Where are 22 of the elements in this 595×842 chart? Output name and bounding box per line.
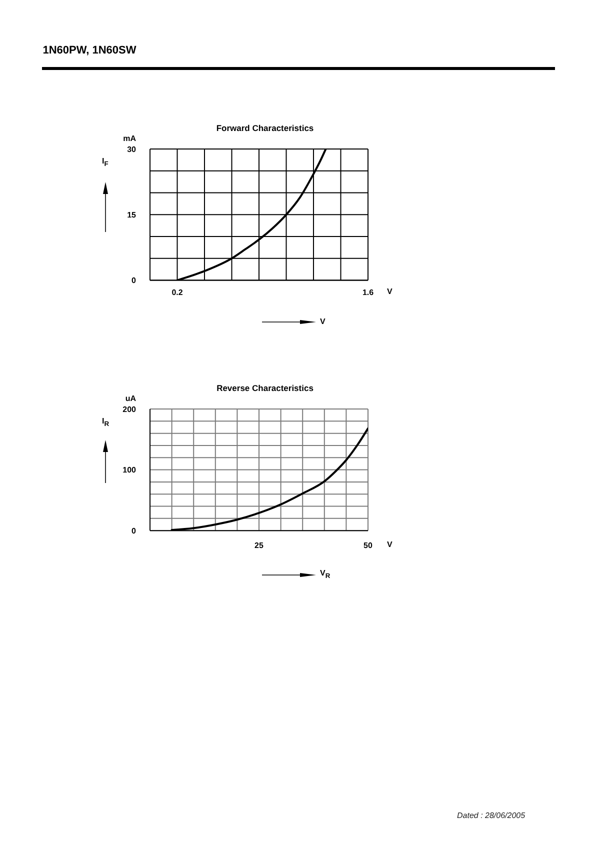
- y-axis-title: I$_{F}$: [102, 156, 108, 169]
- x-tick-label: 0.2: [172, 288, 184, 297]
- text: V: [387, 540, 392, 549]
- x-axis-title: V: [320, 316, 326, 326]
- x-tick-label: 50: [364, 540, 373, 550]
- text: uA: [125, 394, 136, 403]
- x-tick-label: 1.6: [362, 288, 374, 297]
- y-tick-label: 30: [127, 144, 137, 154]
- x-axis-title: V$_{R}$: [320, 568, 330, 581]
- y-tick-label: 100: [122, 465, 137, 474]
- text: Dated : 28/06/2005: [457, 810, 526, 820]
- y-axis-title: I$_{R}$: [102, 416, 110, 429]
- text: 1N60PW, 1N60SW: [42, 44, 136, 56]
- text: V: [387, 286, 392, 296]
- y-tick-label: 15: [127, 210, 137, 220]
- x-tick-label: 25: [254, 540, 264, 550]
- chart-title: Reverse Characteristics: [216, 382, 314, 392]
- y-tick-label: 0: [132, 526, 137, 536]
- y-tick-label: 0: [132, 276, 137, 285]
- text: mA: [123, 134, 136, 143]
- chart-title: Forward Characteristics: [216, 122, 314, 132]
- y-tick-label: 200: [122, 404, 137, 414]
